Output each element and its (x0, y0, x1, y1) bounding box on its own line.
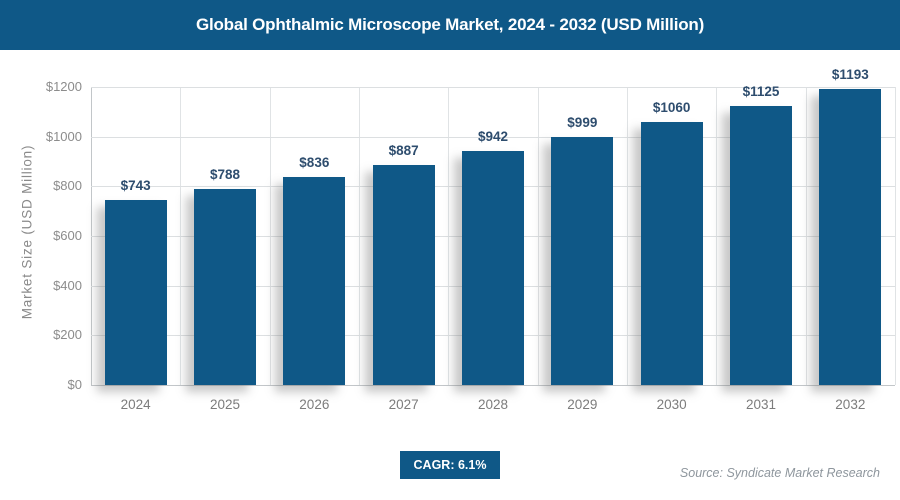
y-axis-tick-label: $200 (53, 327, 82, 343)
source-attribution: Source: Syndicate Market Research (679, 466, 880, 480)
bar-value-label: $788 (209, 167, 241, 183)
bar-value-label: $999 (567, 114, 598, 130)
bar-value-label: $942 (477, 129, 509, 145)
horizontal-gridline (91, 136, 895, 138)
bar-2025 (194, 189, 256, 385)
x-axis-tick-label: 2030 (656, 397, 687, 412)
cagr-badge-label: CAGR: 6.1% (413, 458, 487, 472)
bar-value-label: $836 (299, 155, 330, 171)
y-axis-tick-label: $1000 (45, 128, 82, 144)
x-axis-tick-label: 2028 (477, 397, 509, 412)
vertical-gridline (895, 87, 896, 385)
y-axis-tick-label: $1200 (45, 79, 82, 94)
y-axis-tick-label: $800 (53, 178, 82, 194)
x-axis-tick-label: 2032 (835, 397, 866, 412)
x-axis-tick-label: 2027 (388, 397, 419, 412)
x-axis-tick-label: 2024 (120, 397, 151, 412)
bar-2031 (730, 105, 792, 385)
x-axis-tick-label: 2029 (567, 397, 598, 412)
bar-value-label: $887 (388, 142, 419, 158)
bar-2030 (640, 121, 703, 385)
bar-value-label: $743 (120, 178, 151, 194)
title-banner: Global Ophthalmic Microscope Market, 202… (0, 0, 900, 50)
x-axis-tick-label: 2031 (745, 397, 777, 412)
bar-value-label: $1060 (652, 99, 691, 115)
y-axis-tick-label: $600 (53, 228, 82, 243)
horizontal-gridline (91, 87, 895, 88)
cagr-badge: CAGR: 6.1% (400, 451, 500, 479)
bar-2028 (462, 151, 524, 385)
y-axis-title: Market Size (USD Million) (19, 144, 35, 320)
x-axis-tick-label: 2026 (299, 397, 330, 412)
y-axis-tick-label: $0 (67, 377, 82, 392)
x-axis-line (91, 385, 895, 386)
bar-2024 (104, 200, 167, 385)
bar-value-label: $1125 (742, 83, 780, 99)
bar-value-label: $1193 (831, 66, 869, 82)
x-axis-tick-label: 2025 (209, 397, 241, 412)
bar-2026 (283, 177, 346, 385)
bar-2029 (551, 136, 614, 385)
bar-2027 (372, 164, 435, 385)
chart-title: Global Ophthalmic Microscope Market, 202… (195, 15, 705, 34)
y-axis-tick-label: $400 (53, 277, 82, 293)
bar-2032 (819, 88, 882, 385)
